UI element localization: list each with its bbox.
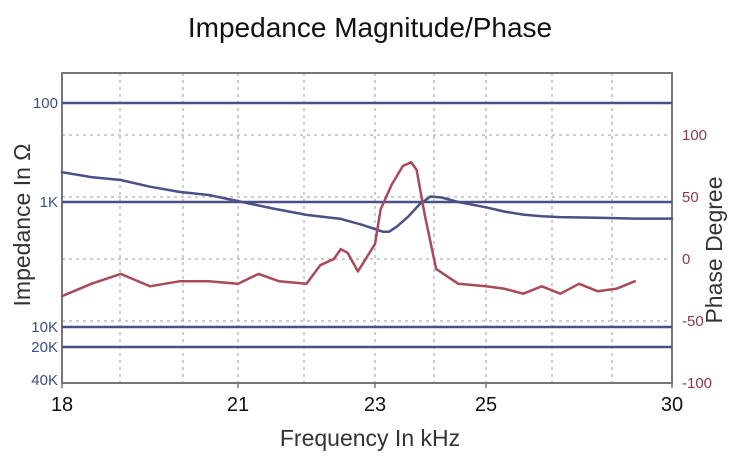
y-axis-label-left: Impedance In Ω [9, 144, 35, 307]
x-tick-label: 23 [364, 394, 386, 416]
y-axis-label-right: Phase Degree [701, 176, 727, 323]
x-tick-label: 21 [227, 394, 249, 416]
impedance-series-line [60, 170, 674, 234]
x-tick-label: 25 [475, 394, 497, 416]
plot-frame [61, 72, 673, 384]
left-tick-label: 20K [31, 339, 58, 356]
right-tick-label: 0 [682, 251, 690, 268]
tick-labels: 18 21 23 25 30 100 1K 10K 20K 40K 100 50 0 -50 -100 [31, 95, 712, 416]
grid [62, 73, 672, 383]
left-tick-label: 40K [31, 372, 58, 389]
x-tick-label: 18 [51, 394, 73, 416]
left-tick-label: 1K [40, 194, 58, 211]
right-tick-label: 100 [682, 127, 707, 144]
right-tick-label: -50 [682, 313, 704, 330]
left-tick-label: 10K [31, 319, 58, 336]
right-tick-label: -100 [682, 375, 712, 392]
x-axis-label: Frequency In kHz [280, 425, 460, 451]
impedance-reference-lines [62, 101, 672, 349]
phase-series-line [60, 161, 637, 298]
left-tick-label: 100 [33, 95, 58, 112]
series-group [60, 161, 674, 298]
right-tick-label: 50 [682, 189, 699, 206]
chart-title: Impedance Magnitude/Phase [188, 12, 552, 43]
x-tick-label: 30 [661, 394, 683, 416]
